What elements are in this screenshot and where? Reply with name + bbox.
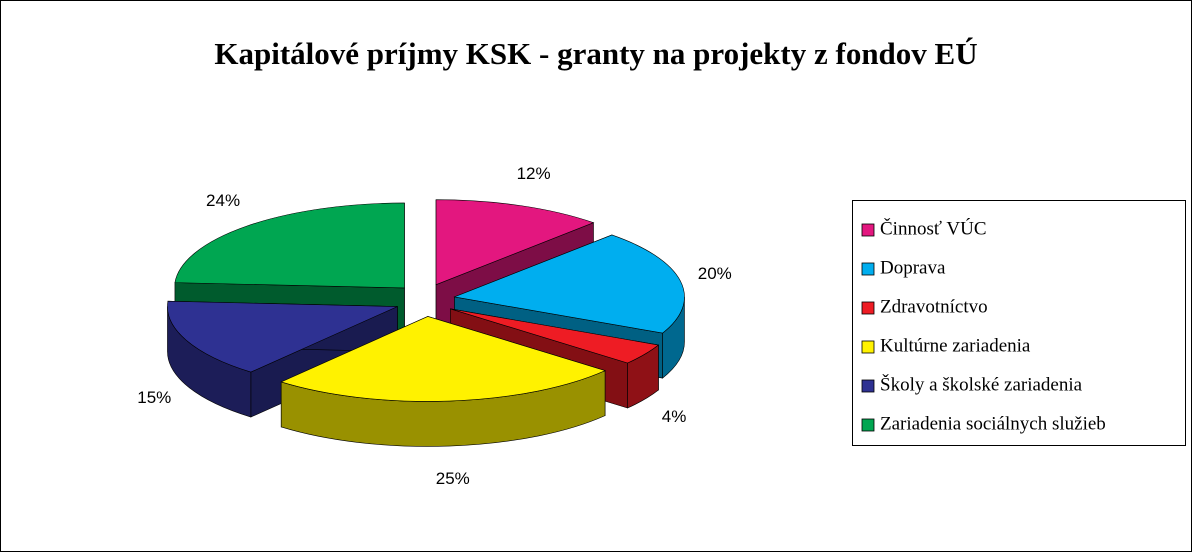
slice-top <box>450 308 660 364</box>
legend-swatch <box>861 340 875 354</box>
slice-top <box>453 234 685 334</box>
legend-swatch <box>861 301 875 315</box>
slice-top <box>435 199 595 286</box>
slice-top <box>280 316 606 402</box>
legend-swatch <box>861 418 875 432</box>
legend-label: Zariadenia sociálnych služieb <box>880 413 1106 434</box>
legend-swatch <box>861 379 875 393</box>
legend-label: Kultúrne zariadenia <box>880 335 1031 356</box>
data-label: 15% <box>137 388 171 407</box>
legend-label: Zdravotníctvo <box>880 296 988 317</box>
slice <box>280 315 606 447</box>
chart-title: Kapitálové príjmy KSK - granty na projek… <box>214 36 977 71</box>
legend-swatch <box>861 223 875 237</box>
legend-label: Činnosť VÚC <box>880 217 987 239</box>
data-label: 20% <box>698 264 732 283</box>
legend-label: Školy a školské zariadenia <box>880 373 1083 395</box>
slice-top <box>167 300 398 373</box>
data-label: 12% <box>517 164 551 183</box>
data-label: 4% <box>662 407 687 426</box>
data-label: 25% <box>436 469 470 488</box>
slice-top <box>174 202 405 289</box>
legend-label: Doprava <box>880 257 946 278</box>
legend-swatch <box>861 262 875 276</box>
data-label: 24% <box>206 191 240 210</box>
legend-box <box>852 200 1186 446</box>
